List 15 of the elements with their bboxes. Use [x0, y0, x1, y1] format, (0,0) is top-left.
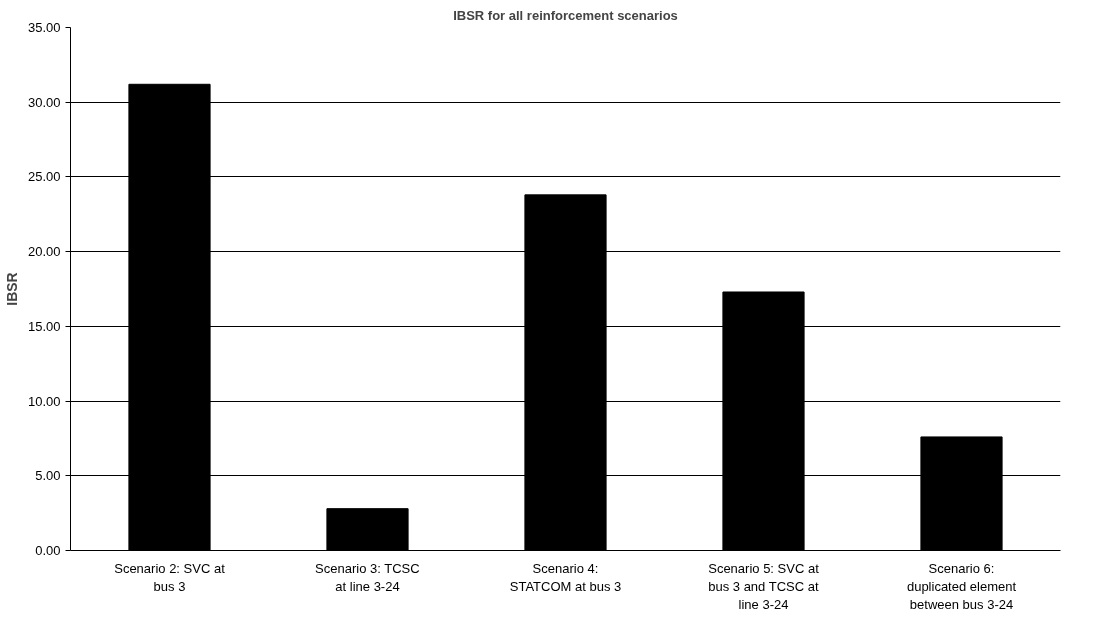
- chart-title: IBSR for all reinforcement scenarios: [453, 7, 678, 23]
- y-tick-label: 5.00: [35, 468, 61, 484]
- y-tick-label: 30.00: [27, 94, 61, 110]
- y-tick-label: 35.00: [27, 20, 61, 35]
- x-tick-label: Scenario 5: SVC at bus 3 and TCSC at line 3-24: [708, 560, 820, 612]
- y-tick-label: 25.00: [27, 169, 61, 185]
- x-tick-label: Scenario 3: TCSC at line 3-24: [315, 560, 420, 594]
- y-tick-label: 20.00: [27, 244, 61, 260]
- y-tick-label: 0.00: [35, 543, 61, 558]
- y-tick-label: 10.00: [27, 393, 61, 409]
- x-tick-label: Scenario 4: STATCOM at bus 3: [509, 560, 622, 594]
- x-tick-label: Scenario 6: duplicated element between bus 3-24: [906, 560, 1017, 612]
- y-axis-title: IBSR: [3, 272, 20, 306]
- y-tick-label: 15.00: [27, 318, 61, 334]
- x-tick-label: Scenario 2: SVC at bus 3: [114, 560, 226, 594]
